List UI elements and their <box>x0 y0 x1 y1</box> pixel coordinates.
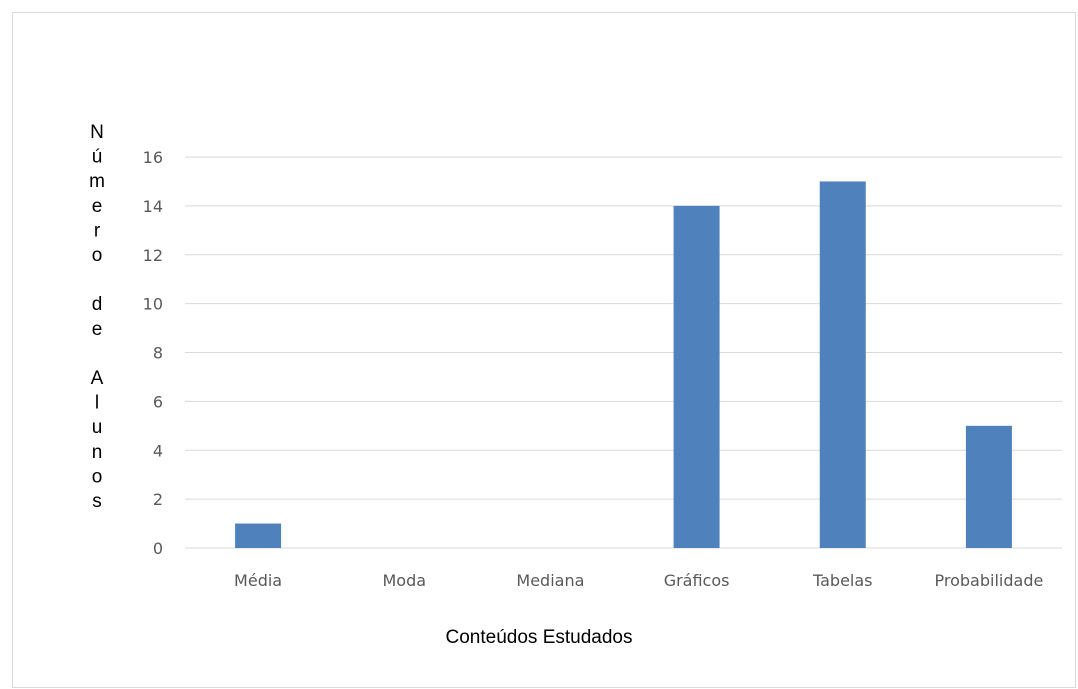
x-tick-label: Tabelas <box>812 571 873 590</box>
y-tick-label: 14 <box>143 197 163 216</box>
x-tick-label: Moda <box>382 571 426 590</box>
x-axis-tick-labels: Média Moda Mediana Gráficos Tabelas Probabili… <box>234 571 1043 590</box>
bar-média <box>235 523 282 548</box>
x-tick-label: Gráficos <box>664 571 730 590</box>
y-tick-label: 12 <box>143 246 163 265</box>
bar-gráficos <box>673 205 720 548</box>
y-axis-tick-labels: 0 2 4 6 8 10 12 14 16 <box>143 148 163 558</box>
chart-frame <box>12 12 1076 688</box>
bar-probabilidade <box>965 425 1012 548</box>
y-tick-label: 0 <box>153 539 163 558</box>
x-axis-title: Conteúdos Estudados <box>446 627 633 648</box>
x-tick-label: Mediana <box>516 571 584 590</box>
y-tick-label: 10 <box>143 295 163 314</box>
y-tick-label: 4 <box>153 441 163 460</box>
x-tick-label: Média <box>234 571 282 590</box>
bar-tabelas <box>819 181 866 548</box>
gridlines <box>185 156 1062 549</box>
y-tick-label: 2 <box>153 490 163 509</box>
bars <box>235 181 1012 548</box>
x-tick-label: Probabilidade <box>935 571 1044 590</box>
y-tick-label: 8 <box>153 344 163 363</box>
y-tick-label: 16 <box>143 148 163 167</box>
y-tick-label: 6 <box>153 392 163 411</box>
